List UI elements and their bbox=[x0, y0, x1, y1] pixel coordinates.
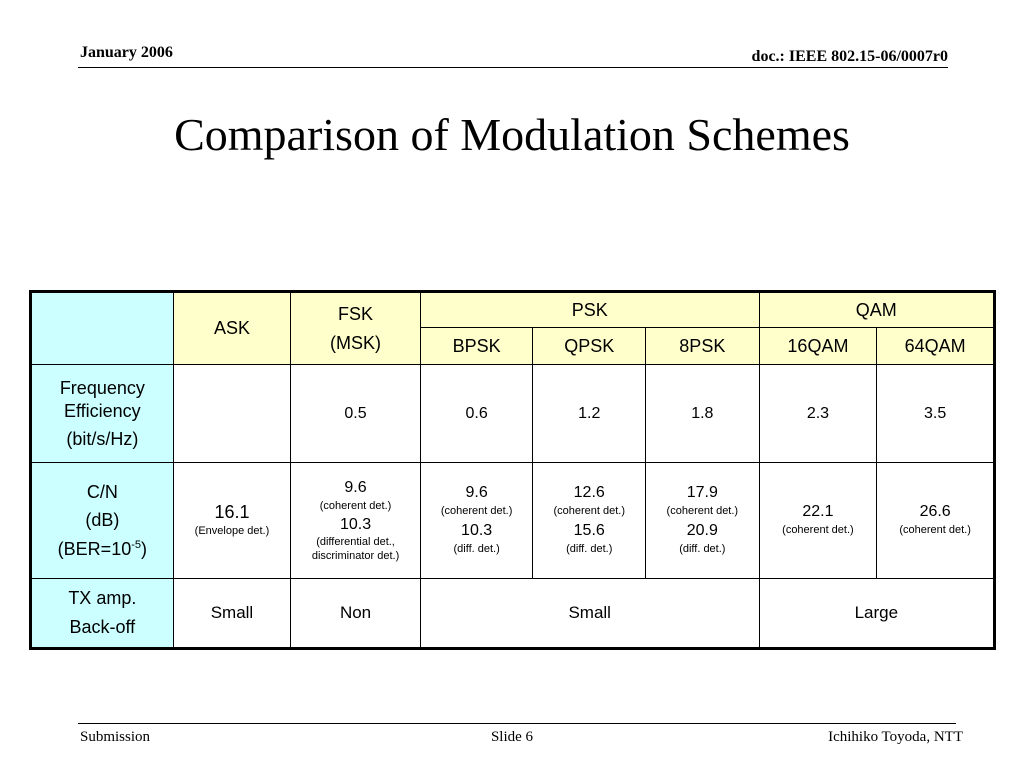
cn-value: 9.6 bbox=[344, 478, 367, 496]
row-tx-backoff: TX amp. Back-off Small Non Small Large bbox=[30, 577, 996, 650]
cn-note: (coherent det.) bbox=[553, 505, 625, 518]
row-header-tx: TX amp. Back-off bbox=[30, 577, 174, 650]
col-header-16qam: 16QAM bbox=[758, 327, 878, 366]
cn-value: 10.3 bbox=[339, 516, 372, 534]
cn-value: 22.1 bbox=[802, 502, 834, 520]
cell-cn-bpsk: 9.6 (coherent det.) 10.3 (diff. det.) bbox=[419, 462, 534, 579]
cell-tx-fsk: Non bbox=[290, 577, 421, 650]
cell-freq-ask bbox=[172, 364, 292, 464]
cell-freq-16qam: 2.3 bbox=[758, 364, 878, 464]
cell-freq-bpsk: 0.6 bbox=[419, 364, 534, 464]
cn-note: (coherent det.) bbox=[666, 505, 739, 518]
slide-title: Comparison of Modulation Schemes bbox=[174, 109, 850, 160]
row-label-line: (bit/s/Hz) bbox=[66, 429, 139, 450]
row-label-line: Frequency bbox=[59, 378, 145, 399]
ber-close: ) bbox=[141, 538, 147, 559]
fsk-label: FSK bbox=[338, 304, 374, 325]
row-label-line: TX amp. bbox=[68, 588, 137, 609]
cn-value: 9.6 bbox=[465, 484, 488, 502]
cn-note: (coherent det.) bbox=[440, 505, 513, 518]
cell-tx-qam: Large bbox=[758, 577, 996, 650]
header-doc-id: doc.: IEEE 802.15-06/0007r0 bbox=[751, 48, 948, 65]
cn-note: (coherent det.) bbox=[782, 523, 854, 536]
cn-value: 17.9 bbox=[686, 484, 718, 502]
cell-cn-64qam: 26.6 (coherent det.) bbox=[876, 462, 995, 579]
cn-value: 12.6 bbox=[573, 484, 605, 502]
col-header-ask: ASK bbox=[172, 290, 292, 366]
cell-cn-8psk: 17.9 (coherent det.) 20.9 (diff. det.) bbox=[645, 462, 760, 579]
footer-slide-number: Slide 6 bbox=[490, 729, 534, 745]
cn-note: (coherent det.) bbox=[319, 499, 392, 512]
cn-value: 15.6 bbox=[573, 521, 605, 539]
col-header-bpsk: BPSK bbox=[419, 327, 534, 366]
cell-cn-qpsk: 12.6 (coherent det.) 15.6 (diff. det.) bbox=[532, 462, 647, 579]
footer-submission: Submission bbox=[80, 729, 151, 745]
msk-label: (MSK) bbox=[330, 332, 382, 353]
cn-note: (diff. det.) bbox=[566, 542, 613, 555]
row-label-line: C/N bbox=[86, 481, 118, 502]
cell-cn-fsk: 9.6 (coherent det.) 10.3 (differential d… bbox=[290, 462, 421, 579]
table-subheader-row: BPSK QPSK 8PSK 16QAM 64QAM bbox=[31, 327, 995, 366]
row-header-frequency: Frequency Efficiency (bit/s/Hz) bbox=[30, 364, 174, 464]
col-header-64qam: 64QAM bbox=[876, 327, 995, 366]
ber-text: (BER=10 bbox=[57, 538, 132, 559]
cn-note: (Envelope det.) bbox=[194, 525, 270, 538]
cn-value: 20.9 bbox=[686, 521, 718, 539]
row-label-line: Efficiency bbox=[63, 400, 141, 421]
table-header-row: ASK FSK (MSK) PSK QAM bbox=[30, 290, 996, 366]
cell-cn-16qam: 22.1 (coherent det.) bbox=[758, 462, 878, 579]
ber-exponent: -5 bbox=[131, 538, 141, 551]
corner-cell bbox=[30, 290, 174, 366]
header-date: January 2006 bbox=[80, 44, 173, 61]
cn-value: 10.3 bbox=[461, 521, 493, 539]
cell-freq-8psk: 1.8 bbox=[645, 364, 760, 464]
row-cn: C/N (dB) (BER=10-5) 16.1 (Envelope det.)… bbox=[30, 462, 995, 579]
row-frequency-efficiency: Frequency Efficiency (bit/s/Hz) 0.5 0.6 … bbox=[30, 364, 995, 464]
cn-value: 16.1 bbox=[214, 501, 250, 522]
footer-author: Ichihiko Toyoda, NTT bbox=[828, 729, 963, 745]
cell-freq-fsk: 0.5 bbox=[290, 364, 421, 464]
col-header-qpsk: QPSK bbox=[532, 327, 647, 366]
header-divider bbox=[78, 67, 948, 68]
cell-tx-ask: Small bbox=[172, 577, 292, 650]
cn-note: (differential det., bbox=[316, 536, 395, 549]
cell-freq-qpsk: 1.2 bbox=[532, 364, 647, 464]
cn-value: 26.6 bbox=[919, 502, 951, 520]
col-header-psk: PSK bbox=[419, 290, 760, 329]
col-header-qam: QAM bbox=[758, 290, 996, 329]
footer-divider bbox=[78, 723, 956, 724]
modulation-comparison-table: ASK FSK (MSK) PSK QAM BPSK QPSK 8PSK 16Q… bbox=[29, 290, 996, 650]
cn-note: discriminator det.) bbox=[311, 550, 400, 563]
col-header-8psk: 8PSK bbox=[645, 327, 760, 366]
cell-tx-psk: Small bbox=[419, 577, 760, 650]
col-header-fsk: FSK (MSK) bbox=[290, 290, 421, 366]
row-header-cn: C/N (dB) (BER=10-5) bbox=[30, 462, 174, 579]
row-label-line: Back-off bbox=[69, 616, 136, 637]
row-label-ber: (BER=10-5) bbox=[32, 538, 173, 561]
row-label-line: (dB) bbox=[85, 510, 120, 531]
cell-cn-ask: 16.1 (Envelope det.) bbox=[172, 462, 292, 579]
cn-note: (diff. det.) bbox=[453, 542, 500, 555]
cell-freq-64qam: 3.5 bbox=[876, 364, 995, 464]
cn-note: (coherent det.) bbox=[899, 523, 971, 536]
cn-note: (diff. det.) bbox=[679, 542, 726, 555]
